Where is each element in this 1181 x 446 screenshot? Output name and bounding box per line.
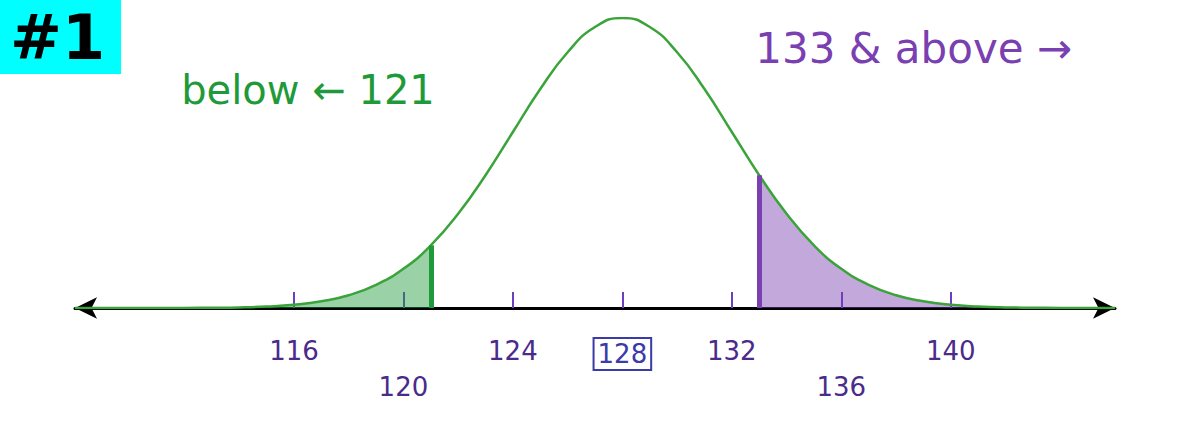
svg-text:128: 128	[598, 339, 648, 369]
svg-text:124: 124	[488, 336, 538, 366]
svg-text:below ← 121: below ← 121	[181, 67, 435, 113]
svg-text:140: 140	[926, 336, 976, 366]
svg-text:136: 136	[816, 372, 866, 402]
svg-text:#1: #1	[10, 1, 105, 74]
svg-text:132: 132	[707, 336, 757, 366]
svg-text:133 & above →: 133 & above →	[755, 24, 1072, 73]
svg-text:116: 116	[269, 336, 319, 366]
svg-text:120: 120	[379, 372, 429, 402]
